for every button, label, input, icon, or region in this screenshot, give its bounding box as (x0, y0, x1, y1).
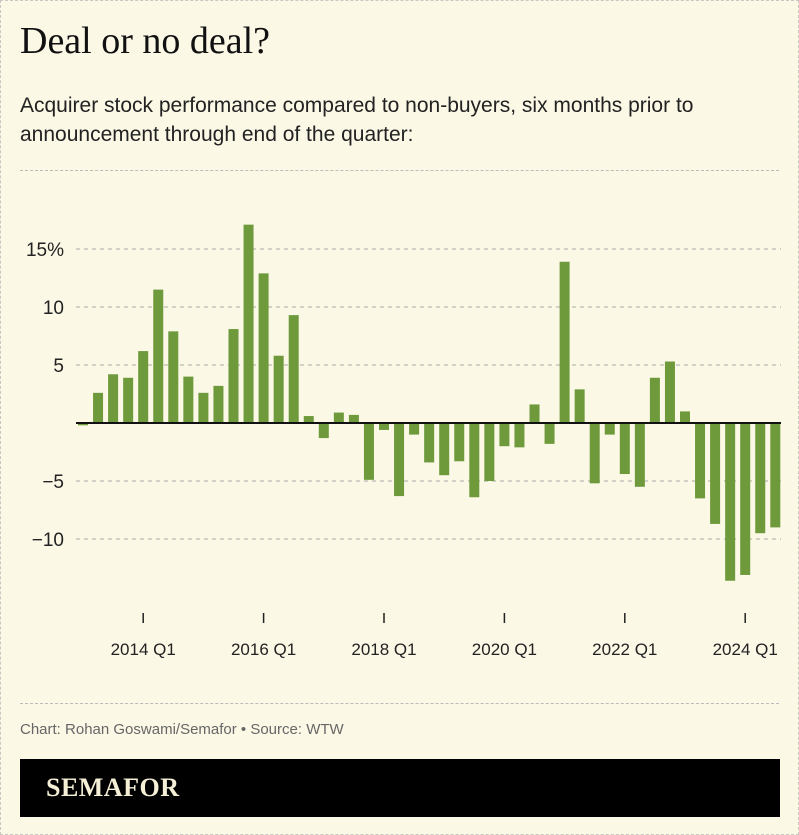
divider (20, 703, 779, 704)
bar (664, 361, 675, 423)
bar (78, 423, 88, 426)
chart-subtitle: Acquirer stock performance compared to n… (20, 94, 694, 146)
y-tick-label: 5 (53, 356, 64, 377)
bar (424, 423, 435, 463)
bar (469, 423, 480, 498)
bar (108, 374, 119, 423)
bar (303, 416, 314, 423)
bar (574, 389, 585, 423)
bar (198, 392, 209, 423)
x-tick-label: 2016 Q1 (231, 640, 296, 659)
bar (740, 423, 751, 575)
bar (544, 423, 555, 444)
bar (153, 289, 164, 423)
bar (680, 411, 690, 423)
bar-chart: 15% 10 5 −5 −10 2014 Q1 2016 Q1 2018 Q1 2020 Q1 2… (26, 224, 781, 659)
bar (725, 423, 736, 581)
x-tick-label: 2024 Q1 (713, 640, 778, 659)
bar (258, 273, 269, 423)
y-tick-label: 10 (43, 298, 64, 319)
bar (333, 412, 344, 423)
bar (755, 423, 766, 534)
bar (409, 423, 420, 435)
bar (454, 423, 465, 462)
divider (20, 170, 779, 171)
bar (394, 423, 405, 497)
bar (363, 423, 374, 480)
bar (93, 392, 104, 423)
bar (695, 423, 706, 499)
bar (514, 423, 525, 448)
bar (559, 261, 570, 423)
chart-title: Deal or no deal? (20, 20, 271, 62)
bar (288, 315, 299, 423)
bar (604, 423, 615, 435)
bar (484, 423, 495, 481)
bar (529, 404, 540, 423)
bar (710, 423, 721, 524)
x-tick-label: 2022 Q1 (592, 640, 657, 659)
bar (634, 423, 645, 487)
y-tick-label: −5 (42, 472, 64, 493)
bar (379, 423, 389, 430)
bar (649, 377, 660, 423)
bar (243, 224, 254, 423)
bar (228, 329, 239, 423)
bar (770, 423, 781, 528)
bar (168, 331, 179, 423)
bar (138, 351, 149, 423)
bar (123, 377, 134, 423)
bar (619, 423, 630, 475)
semafor-logo: SEMAFOR (20, 759, 780, 817)
bar (439, 423, 450, 476)
x-tick-label: 2014 Q1 (111, 640, 176, 659)
bar (183, 376, 194, 423)
bar (213, 385, 224, 423)
x-tick-label: 2020 Q1 (472, 640, 537, 659)
chart-credit: Chart: Rohan Goswami/Semafor • Source: W… (20, 721, 344, 738)
bar (273, 355, 284, 423)
y-tick-label: −10 (32, 530, 64, 551)
bar (348, 414, 359, 423)
bar (499, 423, 510, 447)
x-tick-label: 2018 Q1 (351, 640, 416, 659)
y-tick-label: 15% (26, 240, 64, 261)
bar (318, 423, 329, 439)
bar (589, 423, 600, 484)
